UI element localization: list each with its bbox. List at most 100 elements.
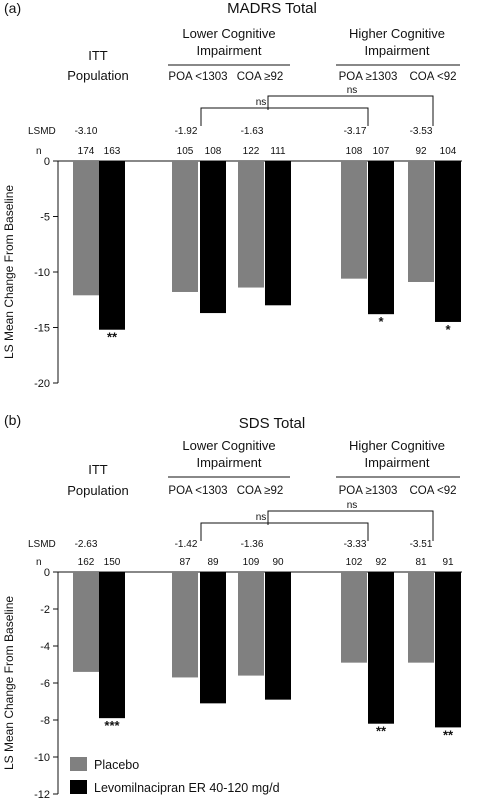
group-label-itt-line1: ITT xyxy=(88,48,108,63)
group-label-1-line1: Lower Cognitive xyxy=(182,438,275,453)
category-label: POA <1303 xyxy=(168,485,227,497)
ns-label-poa: ns xyxy=(256,97,267,108)
n-label: n xyxy=(36,146,42,157)
comparison-brackets: ns ns xyxy=(200,85,434,126)
lsmd-value: -3.10 xyxy=(75,126,98,137)
n-value-placebo: 174 xyxy=(78,146,95,157)
bar-placebo xyxy=(238,161,264,288)
lsmd-value: -1.36 xyxy=(241,539,264,550)
significance-marker: * xyxy=(445,322,451,337)
n-value-levomilnacipran: 150 xyxy=(104,557,121,568)
lsmd-value: -1.92 xyxy=(175,126,198,137)
bar-placebo xyxy=(341,572,367,663)
lsmd-label: LSMD xyxy=(28,539,56,550)
n-value-placebo: 162 xyxy=(78,557,95,568)
lsmd-label: LSMD xyxy=(28,126,56,137)
group-label-2-line2: Impairment xyxy=(364,43,429,58)
chart-title: SDS Total xyxy=(239,415,305,432)
bracket-coa xyxy=(267,510,434,541)
bar-placebo xyxy=(73,572,99,672)
bar-levomilnacipran xyxy=(99,161,125,330)
bracket-poa xyxy=(200,522,369,541)
significance-marker: ** xyxy=(107,330,118,345)
legend: Placebo Levomilnacipran ER 40-120 mg/d xyxy=(70,757,280,795)
y-tick-label: -8 xyxy=(40,715,50,727)
group-label-2-line2: Impairment xyxy=(364,455,429,470)
chart-panel-1: (b) SDS Total ITT Population Lower Cognitive… xyxy=(2,412,462,800)
bar-placebo xyxy=(172,161,198,292)
legend-swatch xyxy=(70,780,87,794)
y-tick-label: -5 xyxy=(40,212,50,224)
n-value-levomilnacipran: 104 xyxy=(440,146,457,157)
n-value-levomilnacipran: 91 xyxy=(442,557,454,568)
bar-levomilnacipran xyxy=(200,572,226,704)
y-tick-label: 0 xyxy=(44,156,50,168)
y-tick-label: -10 xyxy=(34,267,50,279)
legend-label: Placebo xyxy=(94,758,139,772)
n-value-levomilnacipran: 107 xyxy=(373,146,390,157)
n-value-placebo: 108 xyxy=(346,146,363,157)
n-value-placebo: 81 xyxy=(415,557,427,568)
panel-label: (b) xyxy=(4,412,21,428)
bar-placebo xyxy=(172,572,198,678)
y-tick-label: -20 xyxy=(34,378,50,390)
bracket-poa xyxy=(200,107,369,126)
significance-marker: *** xyxy=(104,718,120,733)
n-value-levomilnacipran: 89 xyxy=(207,557,219,568)
y-tick-label: -15 xyxy=(34,323,50,335)
lsmd-value: -3.53 xyxy=(410,126,433,137)
n-value-levomilnacipran: 163 xyxy=(104,146,121,157)
bar-placebo xyxy=(238,572,264,676)
group-label-itt-line2: Population xyxy=(67,68,128,83)
bar-levomilnacipran xyxy=(265,572,291,700)
lsmd-value: -2.63 xyxy=(75,539,98,550)
y-tick-label: -10 xyxy=(34,752,50,764)
category-label: COA <92 xyxy=(410,71,457,83)
y-tick-label: -4 xyxy=(40,641,50,653)
lsmd-value: -3.33 xyxy=(344,539,367,550)
category-label: POA ≥1303 xyxy=(339,485,398,497)
legend-label: Levomilnacipran ER 40-120 mg/d xyxy=(94,781,280,795)
category-label: COA ≥92 xyxy=(237,71,284,83)
n-value-levomilnacipran: 90 xyxy=(272,557,284,568)
n-value-placebo: 122 xyxy=(243,146,260,157)
y-axis-label: LS Mean Change From Baseline xyxy=(2,596,16,770)
significance-marker: * xyxy=(378,314,384,329)
category-label: POA ≥1303 xyxy=(339,71,398,83)
n-value-levomilnacipran: 92 xyxy=(375,557,387,568)
y-tick-label: -12 xyxy=(34,789,50,800)
significance-marker: ** xyxy=(443,727,454,742)
chart-panel-0: (a) MADRS Total ITT Population Lower Cogniti… xyxy=(2,0,462,390)
chart-title: MADRS Total xyxy=(227,0,317,17)
bar-levomilnacipran xyxy=(200,161,226,314)
bracket-coa xyxy=(267,95,434,126)
y-tick-label: 0 xyxy=(44,567,50,579)
n-value-levomilnacipran: 108 xyxy=(205,146,222,157)
group-label-2-line1: Higher Cognitive xyxy=(349,26,445,41)
bar-placebo xyxy=(408,572,434,663)
n-value-placebo: 87 xyxy=(179,557,191,568)
group-label-1-line2: Impairment xyxy=(196,43,261,58)
group-label-1-line2: Impairment xyxy=(196,455,261,470)
bar-placebo xyxy=(73,161,99,296)
n-value-placebo: 102 xyxy=(346,557,363,568)
y-tick-label: -6 xyxy=(40,678,50,690)
n-value-levomilnacipran: 111 xyxy=(270,146,286,157)
bar-levomilnacipran xyxy=(368,572,394,724)
y-tick-label: -2 xyxy=(40,604,50,616)
y-axis-label: LS Mean Change From Baseline xyxy=(2,185,16,359)
bar-levomilnacipran xyxy=(435,572,461,728)
group-label-2-line1: Higher Cognitive xyxy=(349,438,445,453)
category-label: COA ≥92 xyxy=(237,485,284,497)
group-label-itt-line2: Population xyxy=(67,483,128,498)
category-label: COA <92 xyxy=(410,485,457,497)
lsmd-value: -1.42 xyxy=(175,539,198,550)
bar-levomilnacipran xyxy=(265,161,291,306)
legend-swatch xyxy=(70,757,87,771)
lsmd-value: -3.17 xyxy=(344,126,367,137)
ns-label-poa: ns xyxy=(256,512,267,523)
n-value-placebo: 92 xyxy=(415,146,427,157)
bar-levomilnacipran xyxy=(435,161,461,322)
n-label: n xyxy=(36,557,42,568)
